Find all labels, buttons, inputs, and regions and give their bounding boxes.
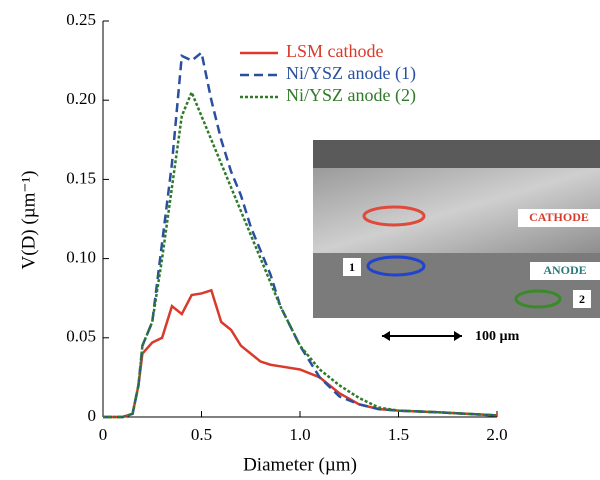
anode-region-2 [514,289,562,309]
x-tick-label: 1.0 [289,425,310,444]
legend-label: Ni/YSZ anode (2) [286,85,416,106]
inset-label: 2 [579,292,585,306]
scale-arrows [382,331,462,341]
label-box [573,290,591,308]
scale-bar: 100 µm [382,329,520,344]
x-axis-label: Diameter (µm) [243,454,357,475]
legend-label: LSM cathode [286,41,383,61]
inset-label: ANODE [543,263,586,277]
legend-label: Ni/YSZ anode (1) [286,63,416,84]
anode-region-1 [366,255,426,277]
data-line [103,50,498,419]
y-axis-label: V(D) (µm⁻¹) [18,171,39,270]
inset-label: CATHODE [529,210,589,224]
y-tick-label: 0.05 [66,327,96,346]
inset-micrograph: CATHODE ANODE 1 2 [313,140,600,318]
x-tick-label: 0.5 [191,425,212,444]
y-tick-label: 0.10 [66,248,96,267]
cathode-region [362,205,426,227]
label-box [530,262,600,280]
scale-label: 100 µm [475,329,520,344]
y-tick-label: 0.25 [66,10,96,29]
y-tick-label: 0.20 [66,89,96,108]
data-line [103,89,498,419]
inset-top [313,140,600,168]
y-tick-label: 0.15 [66,168,96,187]
inset-label: 1 [349,260,355,274]
label-box [343,258,361,276]
x-tick-label: 1.5 [388,425,409,444]
x-tick-label: 0 [99,425,108,444]
label-box [518,209,600,227]
x-tick-label: 2.0 [486,425,507,444]
y-tick-label: 0 [88,406,97,425]
